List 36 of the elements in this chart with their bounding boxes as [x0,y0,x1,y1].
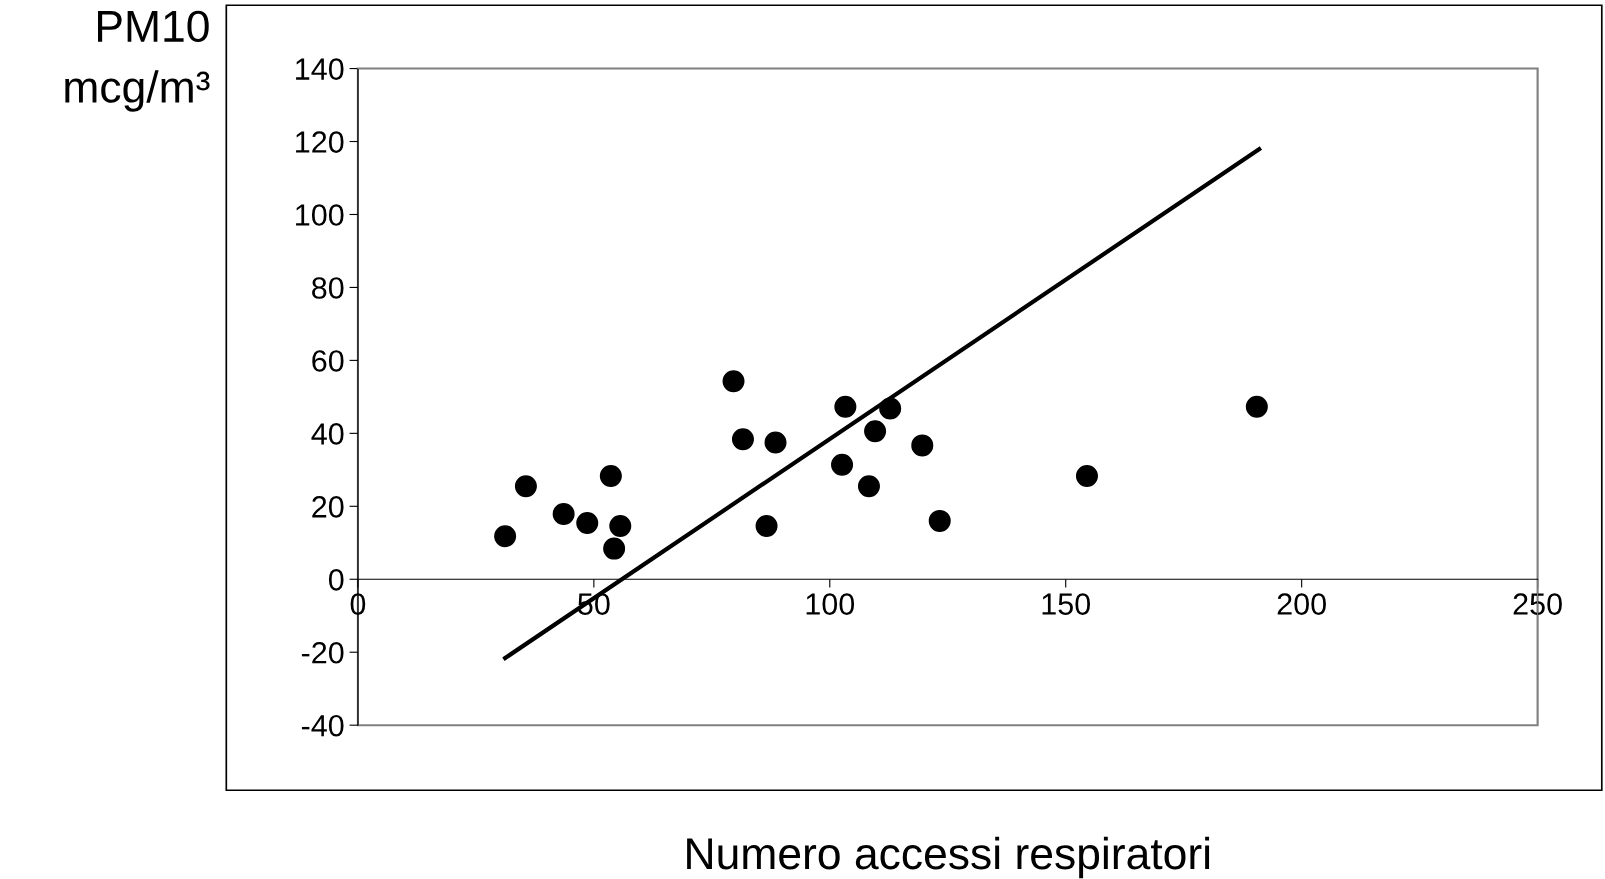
point [831,453,854,476]
y-tick-label: 0 [328,569,344,591]
x-tick-label: 200 [1277,593,1326,615]
x-tick-label: 150 [1042,593,1091,615]
point [755,515,778,537]
y-tick-label: 40 [311,423,344,445]
y-tick-label: 80 [312,277,344,299]
y-tick-label: -40 [301,714,344,737]
y-tick-label: 140 [296,58,344,80]
point [494,525,517,548]
x-axis-title: Numero accessi respiratori [687,836,1210,879]
point [764,431,787,454]
y-tick-label: 20 [312,496,344,518]
point [864,420,887,443]
y-tick-label: 120 [296,131,344,153]
point [603,537,626,560]
point [722,370,745,393]
point [911,434,934,457]
point [599,465,622,488]
y-tick-label: 60 [312,350,344,372]
point [552,502,575,525]
point [1245,395,1268,418]
x-tick-label: 100 [806,593,855,615]
point [609,515,632,537]
point [879,397,902,420]
y-tick-label: -20 [301,641,344,664]
y-tick-label: 100 [296,204,344,226]
point [834,395,857,418]
point [731,428,754,451]
y-axis-title: PM10 mcg/m³ [65,10,210,112]
point [514,475,537,498]
x-tick-label: 250 [1513,593,1562,615]
point [928,509,951,532]
point [857,475,880,498]
point [1075,465,1098,488]
point [576,512,599,535]
